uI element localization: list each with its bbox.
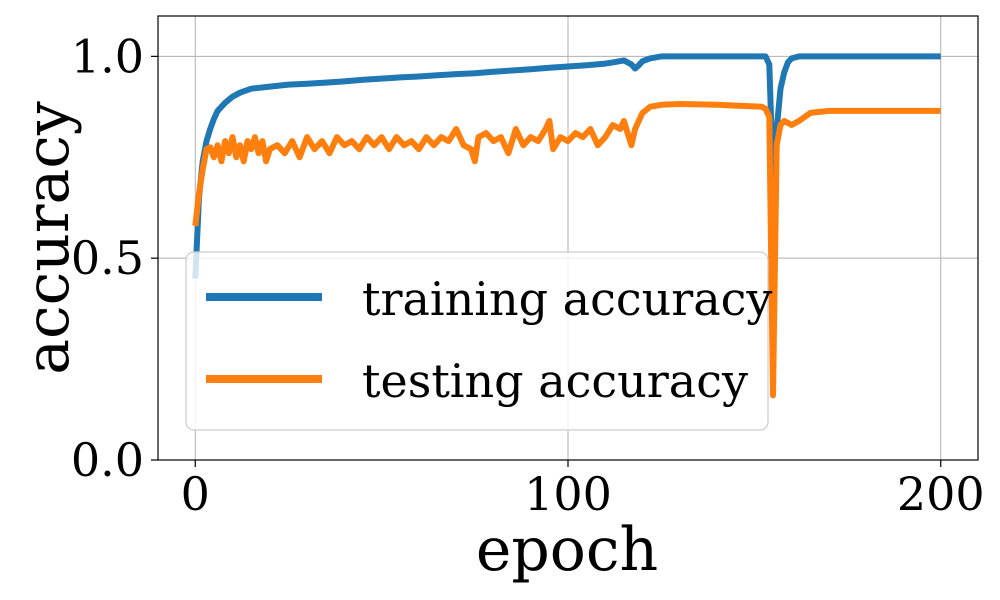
legend-box: [185, 251, 769, 431]
x-tick-label: 200: [897, 467, 985, 521]
legend-label-training: training accuracy: [362, 272, 772, 326]
series-line-testing-accuracy: [192, 101, 941, 399]
x-tick-label: 100: [524, 467, 612, 521]
series-layer: [192, 53, 941, 399]
y-tick-label: 0.5: [71, 231, 144, 285]
legend-label-testing: testing accuracy: [362, 354, 748, 408]
y-tick-label: 0.0: [71, 433, 144, 487]
legend: training accuracy testing accuracy: [185, 251, 772, 431]
ticks: 0 100 200 0.0 0.5 1.0: [71, 29, 985, 521]
x-tick-label: 0: [181, 467, 210, 521]
y-tick-label: 1.0: [71, 29, 144, 83]
y-axis-title: accuracy: [13, 101, 83, 375]
series-line-training-accuracy: [192, 53, 941, 279]
x-axis-title: epoch: [476, 515, 658, 585]
